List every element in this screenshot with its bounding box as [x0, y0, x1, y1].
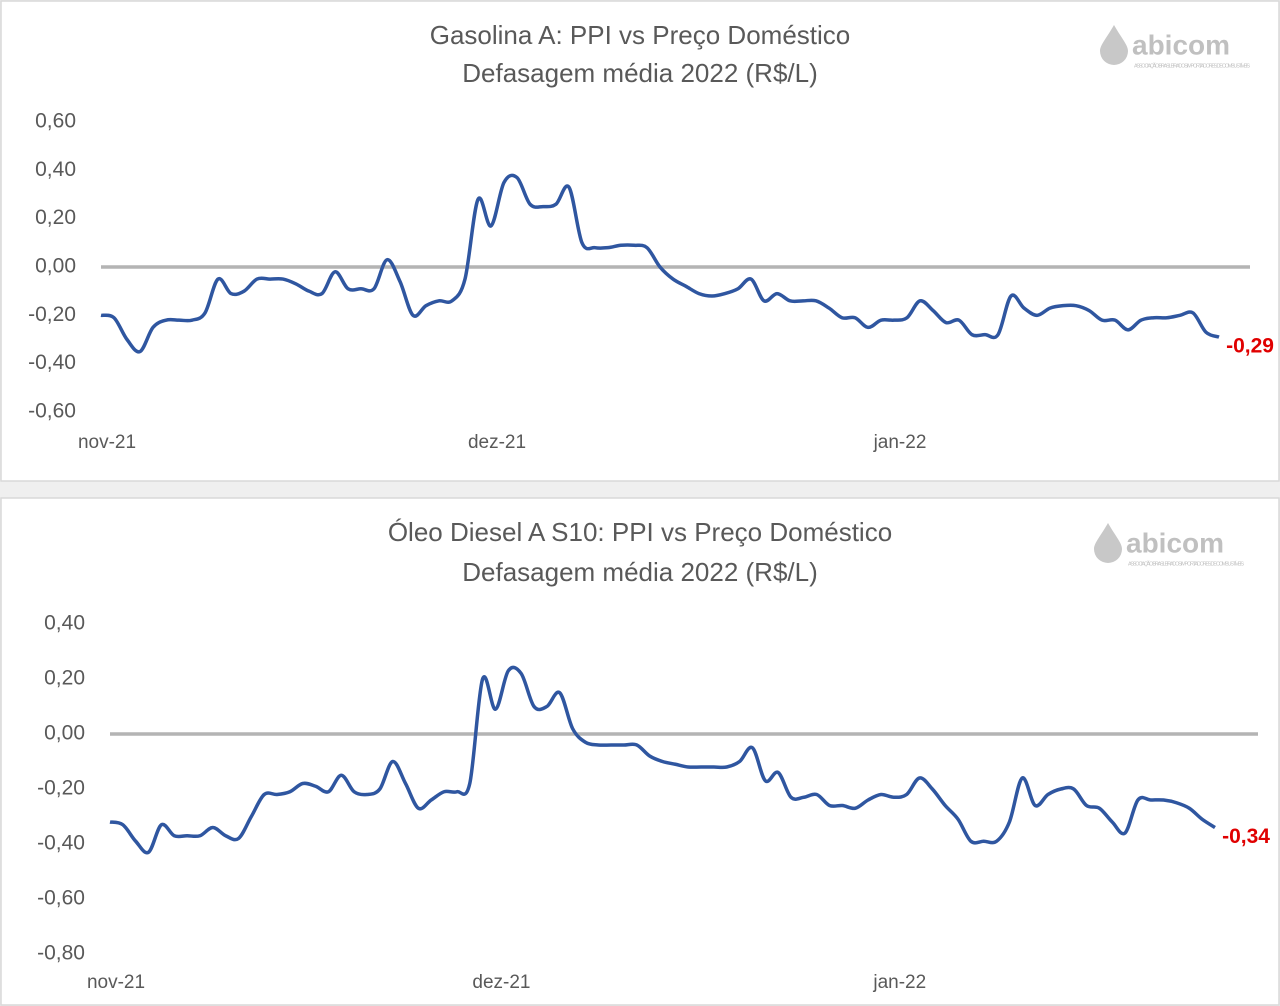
logo-name: abicom	[1132, 29, 1230, 60]
y-tick-label: -0,40	[37, 832, 85, 855]
series-line	[100, 173, 1220, 354]
logo-drop	[1100, 25, 1128, 65]
y-tick-label: 0,20	[44, 667, 85, 690]
series-line	[109, 665, 1216, 855]
y-tick-label: -0,20	[28, 303, 76, 326]
y-tick-label: -0,40	[28, 351, 76, 374]
logo-name: abicom	[1126, 527, 1224, 558]
chart-panel: Óleo Diesel A S10: PPI vs Preço Doméstic…	[0, 497, 1280, 1006]
x-tick-label: jan-22	[872, 972, 926, 993]
logo-tagline: ASSOCIAÇÃO BRASILEIRA DOS IMPORTADORES D…	[1134, 62, 1250, 69]
y-tick-label: -0,60	[28, 400, 76, 423]
end-label: -0,34	[1222, 825, 1270, 848]
chart-title: Óleo Diesel A S10: PPI vs Preço Doméstic…	[388, 517, 892, 547]
y-tick-label: 0,40	[35, 158, 76, 181]
y-tick-label: 0,20	[35, 206, 76, 229]
x-tick-label: nov-21	[78, 432, 136, 453]
x-tick-label: jan-22	[873, 432, 927, 453]
logo-drop	[1094, 523, 1122, 563]
logo-tagline: ASSOCIAÇÃO BRASILEIRA DOS IMPORTADORES D…	[1128, 560, 1244, 567]
y-tick-label: -0,20	[37, 777, 85, 800]
x-tick-label: dez-21	[472, 972, 530, 993]
y-tick-label: 0,40	[44, 612, 85, 635]
panel-background	[0, 0, 1280, 482]
y-tick-label: 0,00	[44, 722, 85, 745]
panel-background	[0, 497, 1280, 1006]
end-label: -0,29	[1226, 335, 1274, 358]
chart-subtitle: Defasagem média 2022 (R$/L)	[462, 58, 818, 88]
chart-title: Gasolina A: PPI vs Preço Doméstico	[430, 20, 851, 50]
x-tick-label: nov-21	[87, 972, 145, 993]
y-tick-label: -0,80	[37, 942, 85, 965]
chart-subtitle: Defasagem média 2022 (R$/L)	[462, 557, 818, 587]
x-tick-label: dez-21	[468, 432, 526, 453]
y-tick-label: 0,00	[35, 255, 76, 278]
chart-panel: Gasolina A: PPI vs Preço Doméstico Defasa…	[0, 0, 1280, 482]
y-tick-label: 0,60	[35, 110, 76, 133]
y-tick-label: -0,60	[37, 887, 85, 910]
